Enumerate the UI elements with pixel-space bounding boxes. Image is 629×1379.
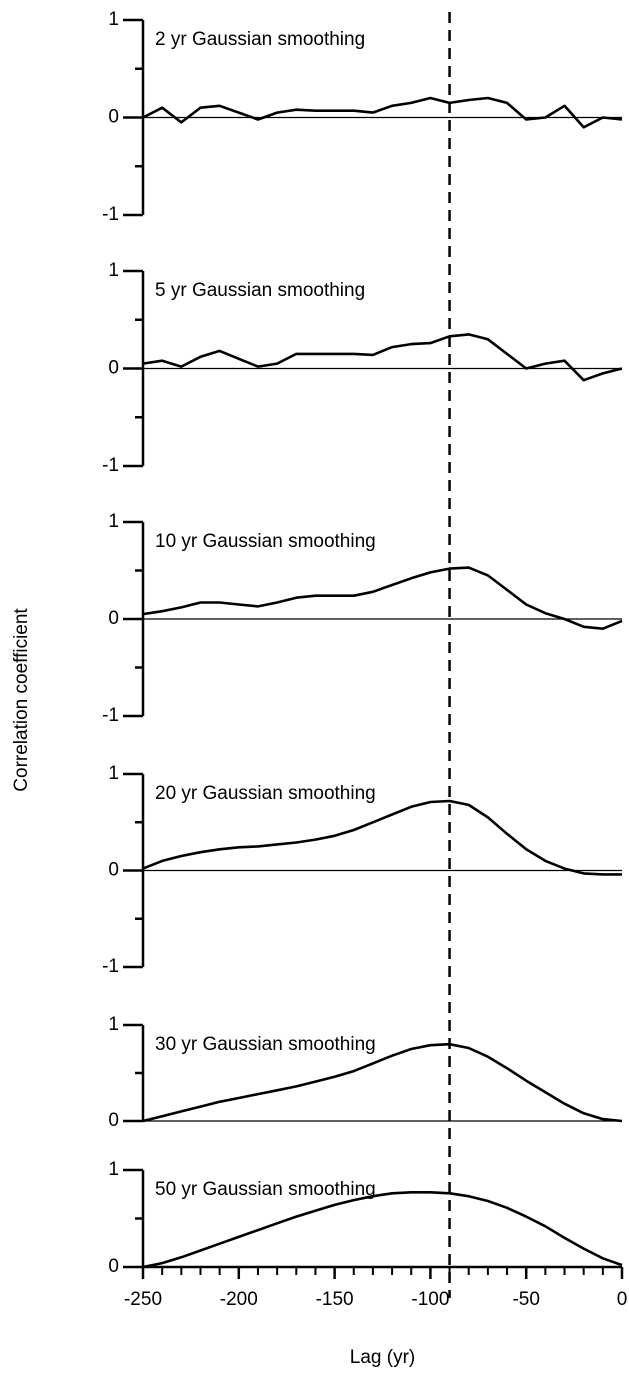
panel-title: 50 yr Gaussian smoothing xyxy=(155,1179,376,1200)
x-axis-label: Lag (yr) xyxy=(350,1347,415,1368)
y-tick-label: 1 xyxy=(108,1014,119,1035)
panel-title: 30 yr Gaussian smoothing xyxy=(155,1034,376,1055)
x-tick-label: -250 xyxy=(124,1289,162,1310)
y-tick-label: -1 xyxy=(102,204,119,225)
data-line xyxy=(142,333,623,382)
y-tick-label: 0 xyxy=(108,1110,119,1131)
y-tick-label: 1 xyxy=(108,511,119,532)
y-axis-label: Correlation coefficient xyxy=(11,608,32,792)
x-tick-label: -100 xyxy=(411,1289,449,1310)
y-tick-label: 0 xyxy=(108,107,119,128)
y-tick-label: 0 xyxy=(108,608,119,629)
y-tick-label: 0 xyxy=(108,358,119,379)
y-tick-label: -1 xyxy=(102,956,119,977)
y-tick-label: 1 xyxy=(108,1159,119,1180)
x-tick-label: 0 xyxy=(617,1289,628,1310)
x-tick-label: -150 xyxy=(316,1289,354,1310)
y-tick-label: 1 xyxy=(108,763,119,784)
data-line xyxy=(142,96,623,129)
data-line xyxy=(142,1191,623,1269)
y-tick-label: -1 xyxy=(102,455,119,476)
y-tick-label: 1 xyxy=(108,9,119,30)
y-tick-label: 1 xyxy=(108,260,119,281)
x-tick-label: -200 xyxy=(220,1289,258,1310)
y-tick-label: 0 xyxy=(108,1256,119,1277)
x-tick-label: -50 xyxy=(512,1289,539,1310)
y-tick-label: -1 xyxy=(102,705,119,726)
y-tick-label: 0 xyxy=(108,860,119,881)
data-line xyxy=(142,1042,623,1123)
panel-title: 5 yr Gaussian smoothing xyxy=(155,280,365,301)
data-line xyxy=(142,566,623,630)
panel-title: 20 yr Gaussian smoothing xyxy=(155,783,376,804)
data-line xyxy=(142,799,622,876)
panel-title: 2 yr Gaussian smoothing xyxy=(155,29,365,50)
panel-title: 10 yr Gaussian smoothing xyxy=(155,531,376,552)
